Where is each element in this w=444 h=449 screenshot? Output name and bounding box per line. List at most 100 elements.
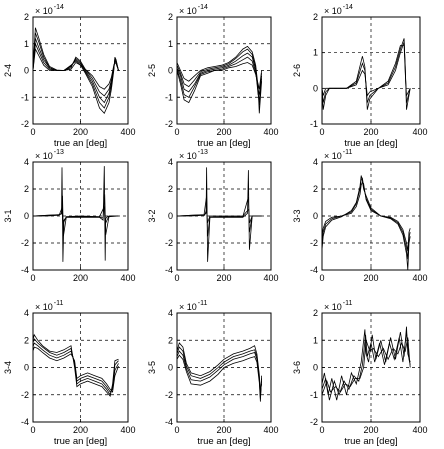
x-tick-label: 0 — [30, 273, 35, 283]
y-tick-label: -1 — [165, 92, 173, 102]
panel-3-1: 0 200 400 4 2 0 -2 -4 3-1 × 10-13 — [3, 149, 136, 283]
series-line-2 — [177, 195, 262, 237]
exponent-power: -13 — [54, 149, 64, 156]
exponent-power: -14 — [54, 4, 64, 11]
y-tick-label: 2 — [313, 308, 318, 318]
series-line-3 — [177, 208, 262, 223]
exponent-base: × 10 — [35, 302, 53, 312]
x-tick-label: 200 — [216, 425, 231, 435]
y-axis-label: 3-6 — [292, 361, 302, 374]
y-tick-label: -2 — [165, 390, 173, 400]
y-tick-label: 4 — [24, 157, 29, 167]
series-line-1 — [33, 333, 119, 397]
exponent-base: × 10 — [179, 302, 197, 312]
series-line-3 — [322, 45, 411, 97]
y-tick-label: 4 — [168, 308, 173, 318]
x-axis-label: true an [deg] — [344, 138, 397, 149]
y-tick-label: 0 — [24, 66, 29, 76]
y-axis-label: 3-2 — [147, 209, 157, 222]
x-tick-label: 200 — [363, 273, 378, 283]
x-axis-label: true an [deg] — [197, 138, 250, 149]
y-tick-label: 0 — [168, 211, 173, 221]
x-axis-label: true an [deg] — [197, 436, 250, 447]
x-tick-label: 0 — [174, 425, 179, 435]
axis-exponent: × 10-13 — [35, 149, 64, 161]
y-tick-label: -2 — [165, 119, 173, 129]
y-tick-label: 2 — [313, 184, 318, 194]
y-axis-label: 2-6 — [292, 64, 302, 77]
x-tick-label: 0 — [30, 425, 35, 435]
axis-exponent: × 10-11 — [324, 300, 352, 312]
y-tick-label: 2 — [168, 335, 173, 345]
series-line-1 — [322, 326, 411, 401]
y-tick-label: -1 — [310, 390, 318, 400]
y-tick-label: -2 — [21, 390, 29, 400]
x-tick-label: 0 — [319, 425, 324, 435]
axis-exponent: × 10-14 — [179, 4, 208, 16]
x-tick-label: 0 — [174, 127, 179, 137]
x-tick-label: 0 — [319, 273, 324, 283]
y-tick-label: -4 — [165, 417, 173, 427]
y-tick-label: 0 — [313, 83, 318, 93]
y-tick-label: -4 — [21, 265, 29, 275]
panel-2-5: 0 200 400 2 1 0 -1 -2 2-5 × 10-14 true an [deg] — [147, 4, 279, 149]
exponent-base: × 10 — [324, 6, 342, 16]
y-tick-label: -4 — [165, 265, 173, 275]
axis-exponent: × 10-14 — [324, 4, 353, 16]
axis-exponent: × 10-11 — [324, 149, 352, 161]
y-tick-label: 0 — [168, 363, 173, 373]
y-axis-label: 2-5 — [147, 64, 157, 77]
x-tick-label: 200 — [73, 127, 88, 137]
y-tick-label: 0 — [24, 211, 29, 221]
y-tick-label: 0 — [313, 211, 318, 221]
y-tick-label: 1 — [313, 48, 318, 58]
x-tick-label: 200 — [216, 127, 231, 137]
y-tick-label: 0 — [313, 363, 318, 373]
y-tick-label: 1 — [313, 335, 318, 345]
exponent-base: × 10 — [324, 302, 342, 312]
y-tick-label: -1 — [21, 92, 29, 102]
y-axis-label: 3-4 — [3, 361, 13, 374]
panel-3-4: 0 200 400 4 2 0 -2 -4 3-4 × 10-11 true an [deg] — [3, 300, 136, 447]
x-tick-label: 400 — [412, 273, 427, 283]
x-tick-label: 400 — [120, 273, 135, 283]
exponent-power: -13 — [198, 149, 208, 156]
series-line-3 — [33, 206, 119, 225]
y-axis-label: 3-1 — [3, 209, 13, 222]
x-tick-label: 0 — [30, 127, 35, 137]
y-tick-label: 2 — [313, 12, 318, 22]
axis-exponent: × 10-11 — [179, 300, 207, 312]
exponent-base: × 10 — [324, 151, 342, 161]
series-line-2 — [322, 177, 411, 260]
series-line-3 — [33, 342, 119, 393]
x-tick-label: 200 — [216, 273, 231, 283]
y-axis-label: 3-5 — [147, 361, 157, 374]
exponent-power: -11 — [343, 149, 353, 156]
panel-2-4: 0 200 400 2 1 0 -1 -2 2-4 × 10-14 true an [deg] — [3, 4, 136, 149]
x-tick-label: 400 — [263, 273, 278, 283]
series-line-3 — [322, 181, 411, 252]
x-tick-label: 0 — [174, 273, 179, 283]
y-tick-label: 4 — [168, 157, 173, 167]
y-tick-label: 2 — [24, 335, 29, 345]
x-tick-label: 200 — [73, 425, 88, 435]
y-tick-label: -2 — [310, 238, 318, 248]
x-axis-label: true an [deg] — [54, 436, 107, 447]
panel-3-2: 0 200 400 4 2 0 -2 -4 3-2 × 10-13 — [147, 149, 279, 283]
x-tick-label: 400 — [120, 127, 135, 137]
panel-3-5: 0 200 400 4 2 0 -2 -4 3-5 × 10-11 true an [deg] — [147, 300, 279, 447]
axis-exponent: × 10-11 — [35, 300, 63, 312]
exponent-base: × 10 — [179, 6, 197, 16]
panel-3-6: 0 200 400 2 1 0 -1 -2 3-6 × 10-11 true an [deg] — [292, 300, 428, 447]
x-tick-label: 400 — [263, 425, 278, 435]
series-line-3 — [322, 337, 411, 395]
x-tick-label: 0 — [319, 127, 324, 137]
y-tick-label: 0 — [168, 66, 173, 76]
y-axis-label: 3-3 — [292, 209, 302, 222]
axis-exponent: × 10-14 — [35, 4, 64, 16]
x-tick-label: 400 — [120, 425, 135, 435]
series-line-4 — [33, 346, 119, 393]
y-tick-label: 2 — [24, 12, 29, 22]
